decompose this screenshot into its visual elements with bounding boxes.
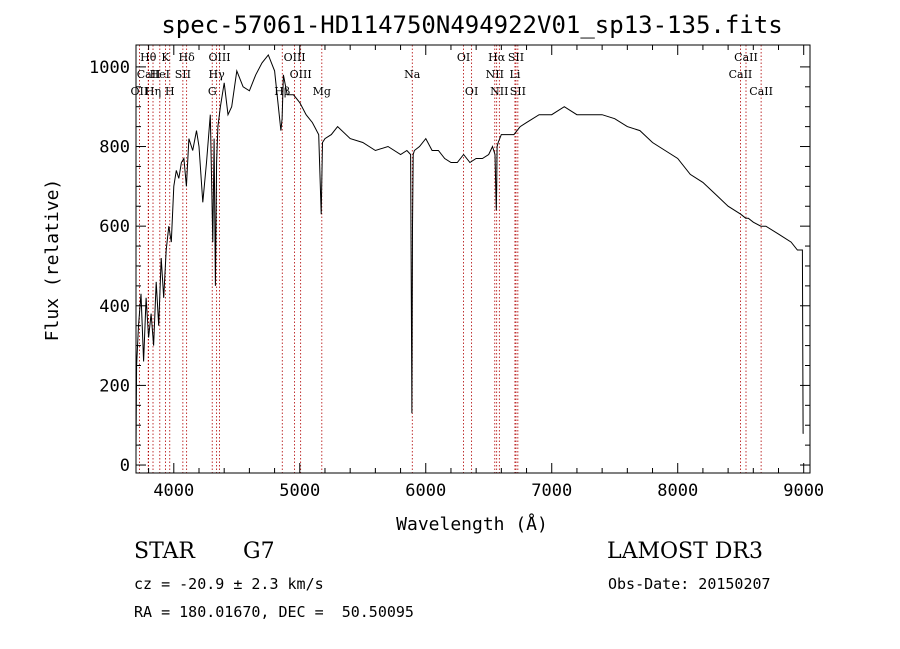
- chart-title: spec-57061-HD114750N494922V01_sp13-135.f…: [161, 11, 782, 39]
- line-label-18: OI: [465, 85, 478, 98]
- sky-coordinates: RA = 180.01670, DEC = 50.50095: [134, 603, 414, 621]
- line-label-21: NII: [486, 68, 504, 81]
- line-label-23: NII: [490, 85, 508, 98]
- y-tick-label-3: 600: [99, 217, 130, 237]
- emission-line-markers: [139, 45, 762, 473]
- y-tick-label-2: 400: [99, 297, 130, 317]
- x-tick-label-2: 6000: [405, 481, 446, 501]
- line-label-15: Mg: [313, 85, 331, 98]
- x-axis-label: Wavelength (Å): [396, 513, 548, 535]
- observation-date: Obs-Date: 20150207: [608, 575, 771, 593]
- line-label-11: G: [208, 85, 217, 98]
- line-label-25: CaII: [734, 51, 758, 64]
- y-tick-label-0: 0: [120, 456, 130, 476]
- y-tick-label-5: 1000: [89, 58, 130, 78]
- line-label-7: SII: [175, 68, 191, 81]
- spectrum-series-flux: [135, 54, 804, 454]
- y-axis-ticks: 0 200 400 600 800 1000: [89, 58, 810, 476]
- line-label-10: Hγ: [209, 68, 226, 81]
- line-label-4: HeI: [150, 68, 170, 81]
- line-label-22: Li: [510, 68, 521, 81]
- line-label-20: SII: [508, 51, 524, 64]
- survey-name: LAMOST DR3: [607, 539, 763, 564]
- line-label-1: CaII: [137, 68, 161, 81]
- line-label-19: Hα: [488, 51, 506, 64]
- line-label-8: H: [165, 85, 175, 98]
- y-tick-label-1: 200: [99, 376, 130, 396]
- line-label-24: SII: [510, 85, 526, 98]
- line-label-17: OI: [457, 51, 470, 64]
- x-tick-label-4: 8000: [657, 481, 698, 501]
- line-label-2: OII: [131, 85, 149, 98]
- x-axis-ticks: 4000 5000 6000 7000 8000 9000: [148, 45, 824, 501]
- x-tick-label-1: 5000: [279, 481, 320, 501]
- x-tick-label-0: 4000: [153, 481, 194, 501]
- object-type: STAR: [134, 539, 195, 564]
- x-tick-label-3: 7000: [531, 481, 572, 501]
- x-tick-label-5: 9000: [783, 481, 824, 501]
- line-label-6: Hδ: [179, 51, 196, 64]
- plot-frame: [135, 44, 811, 474]
- redshift-velocity: cz = -20.9 ± 2.3 km/s: [134, 575, 324, 593]
- spectral-subclass: G7: [243, 539, 275, 564]
- y-axis-label: Flux (relative): [42, 179, 63, 342]
- line-label-12: OIII: [284, 51, 306, 64]
- line-label-9: OIII: [208, 51, 230, 64]
- line-label-13: OIII: [290, 68, 312, 81]
- line-label-16: Na: [404, 68, 421, 81]
- line-label-0: Hθ: [140, 51, 157, 64]
- line-label-5: Hη: [145, 85, 161, 98]
- y-tick-label-4: 800: [99, 138, 130, 158]
- line-label-3: K: [161, 51, 170, 64]
- line-label-27: CaII: [749, 85, 773, 98]
- line-label-26: CaII: [729, 68, 753, 81]
